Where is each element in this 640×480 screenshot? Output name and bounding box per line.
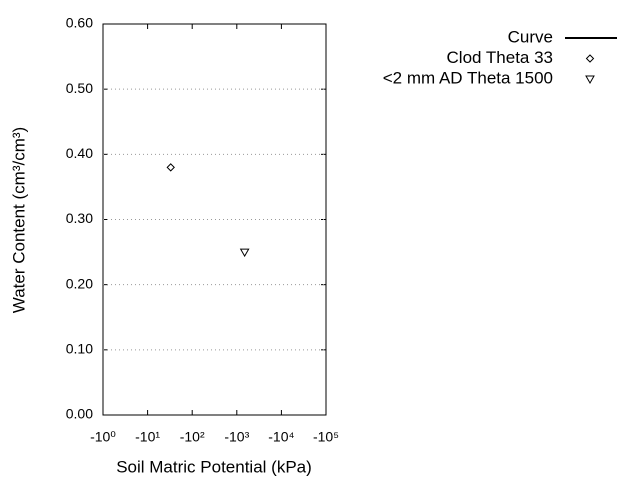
data-point	[239, 248, 250, 258]
y-tick-label: 0.50	[66, 80, 93, 96]
legend-marker	[585, 54, 595, 63]
x-tick-label: -10²	[180, 429, 205, 445]
x-tick-label: -10⁰	[90, 429, 116, 445]
x-tick-label: -10³	[224, 429, 249, 445]
legend-marker	[585, 75, 595, 85]
legend-label: <2 mm AD Theta 1500	[383, 68, 553, 87]
legend-label: Clod Theta 33	[447, 48, 553, 67]
y-tick-label: 0.30	[66, 210, 93, 226]
x-tick-label: -10⁵	[313, 429, 339, 445]
y-tick-label: 0.00	[66, 406, 93, 422]
legend-label: Curve	[508, 27, 553, 46]
x-tick-label: -10⁴	[268, 429, 294, 445]
x-axis-title: Soil Matric Potential (kPa)	[116, 457, 312, 476]
y-tick-label: 0.20	[66, 275, 93, 291]
y-tick-label: 0.60	[66, 15, 93, 31]
y-tick-label: 0.40	[66, 145, 93, 161]
y-tick-label: 0.10	[66, 341, 93, 357]
data-point	[166, 163, 175, 172]
x-tick-label: -10¹	[135, 429, 160, 445]
y-axis-title: Water Content (cm³/cm³)	[9, 127, 28, 313]
plot-frame	[102, 23, 327, 416]
